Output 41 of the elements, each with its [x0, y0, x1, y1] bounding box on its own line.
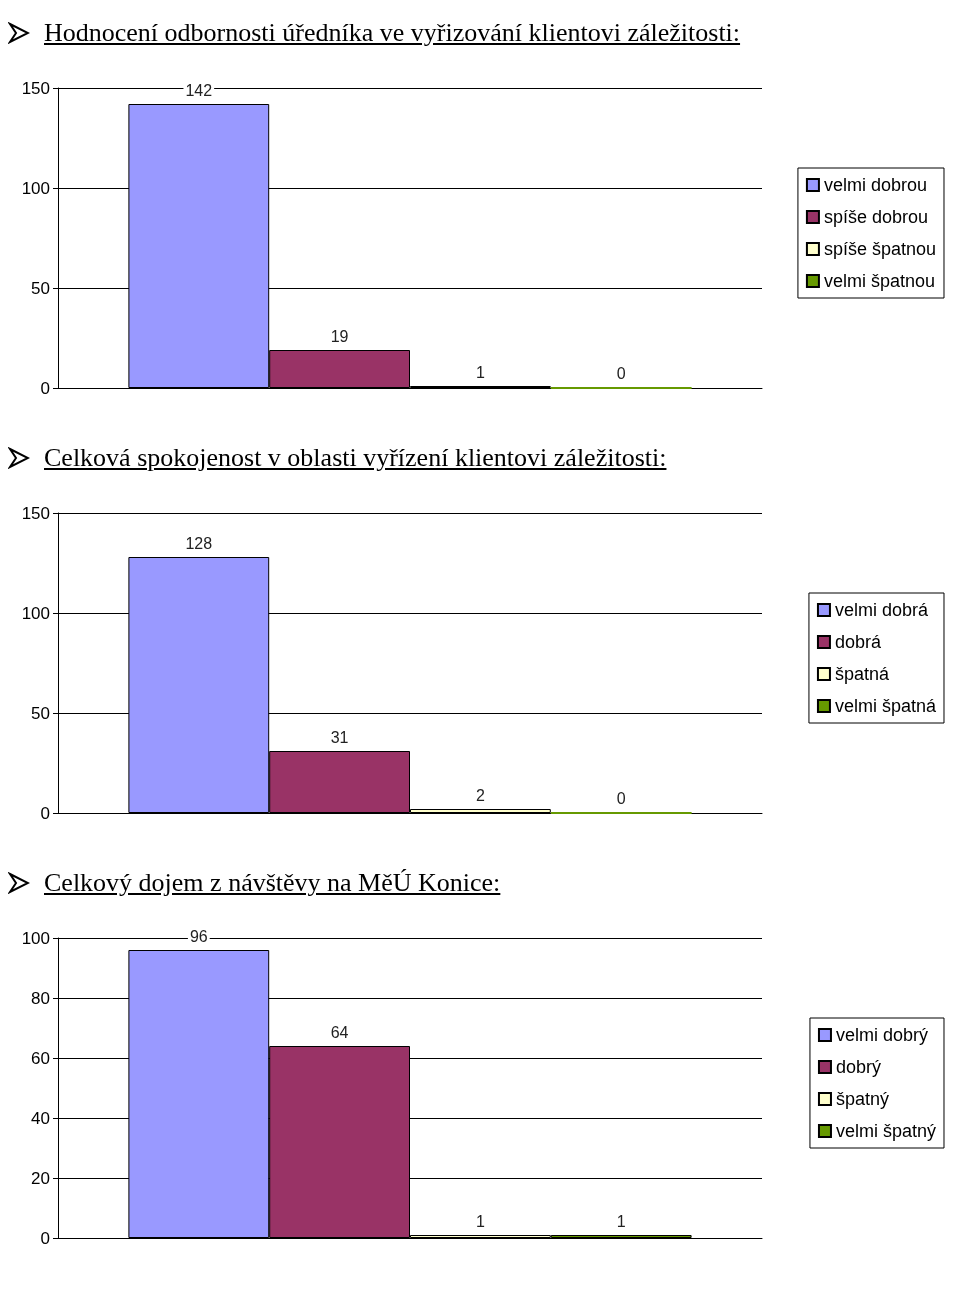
y-tick-label: 0	[40, 378, 50, 398]
y-tick-label: 150	[21, 78, 50, 98]
y-tick-label: 20	[31, 1168, 50, 1188]
data-label: 1	[475, 363, 485, 381]
y-tick-label: 100	[21, 603, 50, 623]
data-label: 1	[616, 1212, 626, 1230]
data-label: 19	[330, 327, 349, 345]
legend-label: velmi dobrý	[835, 1025, 928, 1045]
legend-label: dobrý	[835, 1057, 881, 1077]
legend-label: spíše špatnou	[823, 239, 936, 259]
data-label: 142	[185, 81, 213, 99]
legend-label: velmi špatná	[834, 696, 937, 716]
y-tick-label: 150	[21, 503, 50, 523]
y-tick-label: 50	[31, 703, 50, 723]
y-tick-label: 100	[21, 178, 50, 198]
y-tick-label: 100	[21, 928, 50, 948]
y-tick-label: 0	[40, 803, 50, 823]
y-tick-label: 60	[31, 1048, 50, 1068]
data-label: 0	[616, 789, 626, 807]
legend-label: velmi špatnou	[823, 271, 935, 291]
data-label: 64	[330, 1023, 349, 1041]
legend-label: velmi špatný	[835, 1121, 937, 1141]
legend-label: dobrá	[834, 632, 882, 652]
chart-title: Celkový dojem z návštěvy na MěÚ Konice:	[44, 868, 501, 898]
chart-title: Hodnocení odbornosti úředníka ve vyřizování klientovi záležitosti:	[44, 18, 741, 48]
legend-label: velmi dobrá	[834, 600, 929, 620]
data-label: 128	[185, 534, 213, 552]
data-label: 96	[189, 927, 208, 945]
data-label: 0	[616, 364, 626, 382]
data-label: 2	[475, 786, 485, 804]
y-tick-label: 50	[31, 278, 50, 298]
data-label: 1	[475, 1212, 485, 1230]
legend-label: velmi dobrou	[823, 175, 927, 195]
y-tick-label: 0	[40, 1228, 50, 1248]
chart-title: Celková spokojenost v oblasti vyřízení klientovi záležitosti:	[44, 443, 667, 473]
data-label: 31	[330, 728, 349, 746]
legend-label: spíše dobrou	[823, 207, 928, 227]
legend-label: špatný	[835, 1089, 890, 1109]
y-tick-label: 80	[31, 988, 50, 1008]
y-tick-label: 40	[31, 1108, 50, 1128]
legend-label: špatná	[834, 664, 890, 684]
